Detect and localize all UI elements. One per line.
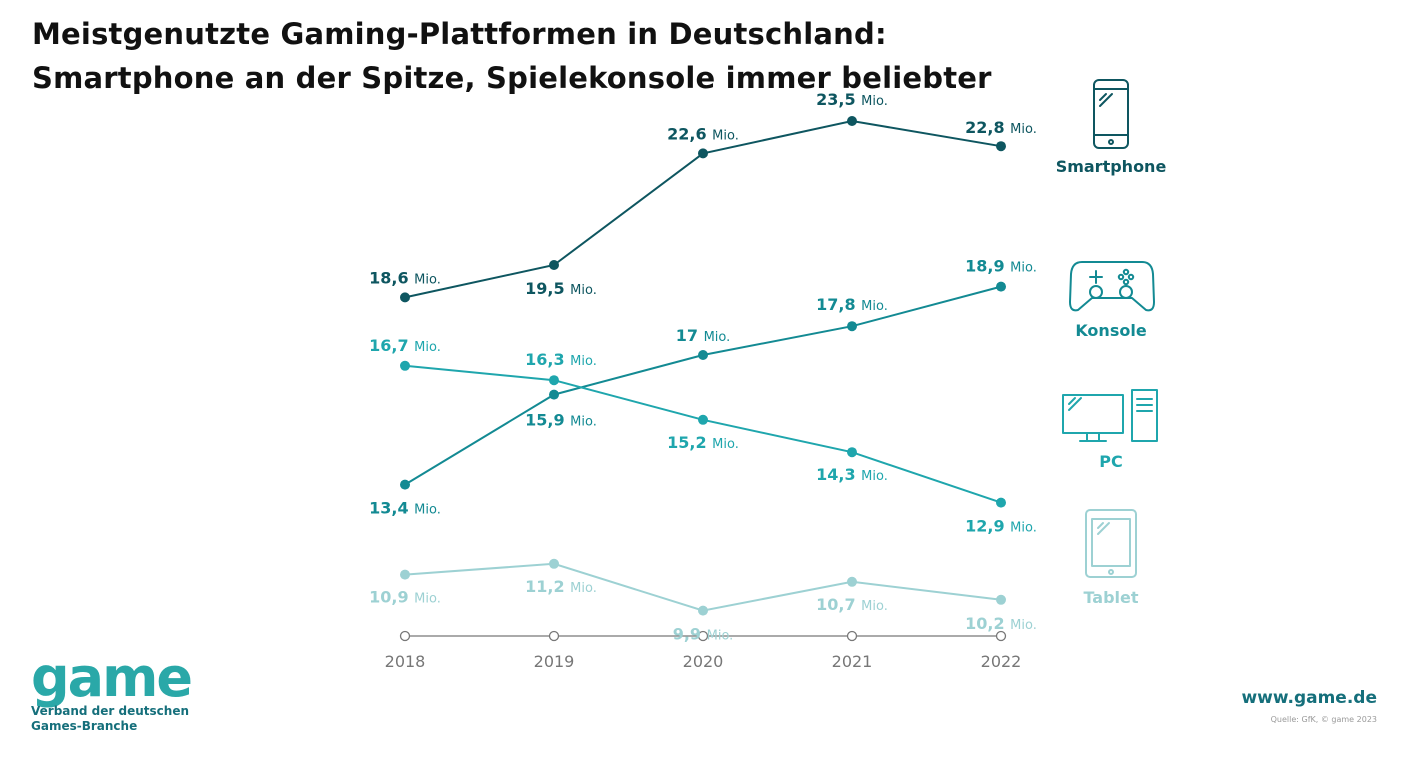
data-point-tablet-2020 <box>698 605 708 616</box>
data-label-smartphone-2018: 18,6 Mio. <box>369 268 441 287</box>
chart-title-line-2: Smartphone an der Spitze, Spielekonsole … <box>32 61 992 95</box>
data-point-tablet-2019 <box>549 558 559 569</box>
data-label-konsole-2020: 17 Mio. <box>676 326 731 345</box>
legend-label-pc: PC <box>1099 452 1122 471</box>
x-axis-marker-2021 <box>846 630 858 642</box>
source-note: Quelle: GfK, © game 2023 <box>1270 715 1377 724</box>
series-line-tablet <box>404 562 1002 612</box>
legend-label-konsole: Konsole <box>1075 321 1147 340</box>
gamepad-icon <box>1069 261 1155 312</box>
data-label-konsole-2018: 13,4 Mio. <box>369 499 441 518</box>
data-label-tablet-2020: 9,9 Mio. <box>673 625 734 644</box>
data-point-konsole-2018 <box>400 479 410 490</box>
data-label-tablet-2019: 11,2 Mio. <box>525 577 597 596</box>
data-label-pc-2019: 16,3 Mio. <box>525 350 597 369</box>
data-label-pc-2021: 14,3 Mio. <box>816 465 888 484</box>
x-axis-marker-2022 <box>995 630 1007 642</box>
x-axis-marker-2019 <box>548 630 560 642</box>
data-point-tablet-2021 <box>847 576 857 587</box>
data-point-pc-2019 <box>549 375 559 386</box>
x-tick-label-2019: 2019 <box>534 652 575 671</box>
series-line-konsole <box>404 285 1002 486</box>
logo-wordmark: game <box>31 646 193 709</box>
data-label-smartphone-2019: 19,5 Mio. <box>525 279 597 298</box>
tablet-icon <box>1085 509 1137 578</box>
data-point-pc-2018 <box>400 360 410 371</box>
website-link[interactable]: www.game.de <box>1241 688 1377 708</box>
data-label-smartphone-2022: 22,8 Mio. <box>965 118 1037 137</box>
x-axis-marker-2020 <box>697 630 709 642</box>
data-point-smartphone-2022 <box>996 141 1006 152</box>
data-label-pc-2022: 12,9 Mio. <box>965 517 1037 536</box>
data-point-konsole-2021 <box>847 321 857 332</box>
logo-tagline-line-2: Games-Branche <box>31 719 138 733</box>
data-label-smartphone-2020: 22,6 Mio. <box>667 124 739 143</box>
logo-tagline-line-1: Verband der deutschen <box>31 704 189 718</box>
game-logo: game Verband der deutschen Games-Branche <box>31 646 193 734</box>
data-label-pc-2018: 16,7 Mio. <box>369 336 441 355</box>
series-line-smartphone <box>404 119 1002 299</box>
x-axis-marker-2018 <box>399 630 411 642</box>
data-point-pc-2021 <box>847 447 857 458</box>
x-tick-label-2022: 2022 <box>981 652 1022 671</box>
data-label-pc-2020: 15,2 Mio. <box>667 433 739 452</box>
data-point-konsole-2019 <box>549 389 559 400</box>
x-tick-label-2020: 2020 <box>683 652 724 671</box>
data-label-tablet-2021: 10,7 Mio. <box>816 595 888 614</box>
desktop-pc-icon <box>1062 389 1158 442</box>
data-point-konsole-2022 <box>996 281 1006 292</box>
x-tick-label-2018: 2018 <box>385 652 426 671</box>
legend-label-tablet: Tablet <box>1083 588 1138 607</box>
data-point-smartphone-2021 <box>847 116 857 126</box>
data-point-pc-2022 <box>996 497 1006 508</box>
smartphone-icon <box>1093 79 1129 149</box>
data-label-konsole-2022: 18,9 Mio. <box>965 257 1037 276</box>
data-point-pc-2020 <box>698 414 708 425</box>
data-label-konsole-2021: 17,8 Mio. <box>816 295 888 314</box>
data-label-tablet-2022: 10,2 Mio. <box>965 614 1037 633</box>
logo-tagline: Verband der deutschen Games-Branche <box>31 704 191 734</box>
chart-title-line-1: Meistgenutzte Gaming-Plattformen in Deut… <box>32 17 887 51</box>
data-label-smartphone-2021: 23,5 Mio. <box>816 90 888 109</box>
legend-label-smartphone: Smartphone <box>1056 157 1167 176</box>
data-point-tablet-2018 <box>400 569 410 580</box>
data-point-smartphone-2019 <box>549 260 559 270</box>
data-point-smartphone-2018 <box>400 292 410 303</box>
data-label-konsole-2019: 15,9 Mio. <box>525 411 597 430</box>
data-point-tablet-2022 <box>996 594 1006 605</box>
x-tick-label-2021: 2021 <box>832 652 873 671</box>
chart-title: Meistgenutzte Gaming-Plattformen in Deut… <box>32 12 992 100</box>
data-label-tablet-2018: 10,9 Mio. <box>369 588 441 607</box>
data-point-konsole-2020 <box>698 350 708 360</box>
data-point-smartphone-2020 <box>698 148 708 159</box>
